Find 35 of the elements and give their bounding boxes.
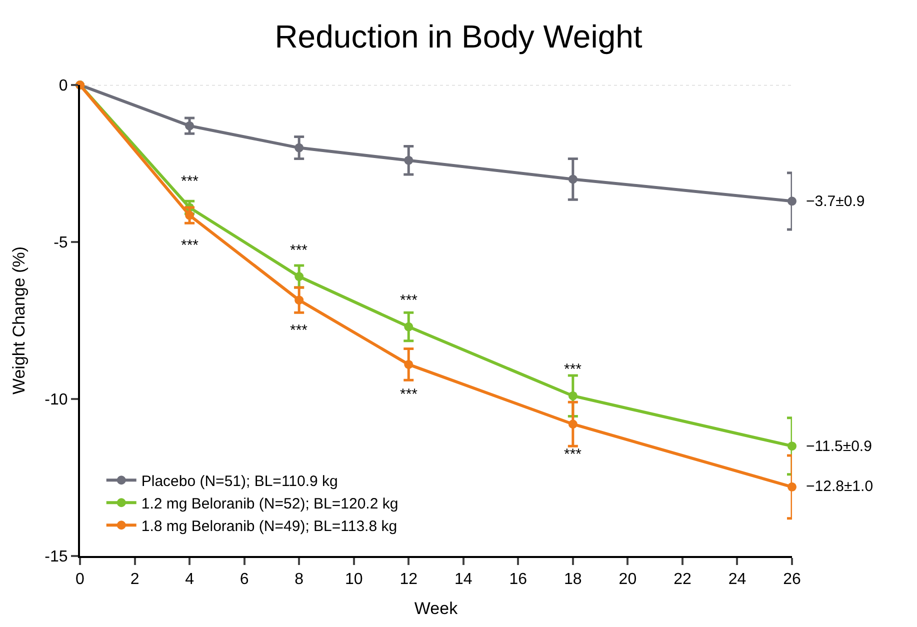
x-tick-label: 18	[564, 571, 582, 588]
x-tick-label: 20	[618, 571, 637, 588]
y-axis-title: Weight Change (%)	[10, 246, 29, 395]
annotation: ***	[290, 322, 308, 339]
legend-label: 1.2 mg Beloranib (N=52); BL=120.2 kg	[141, 495, 398, 512]
x-tick-label: 24	[728, 571, 746, 588]
annotation: ***	[564, 361, 582, 378]
x-tick-label: 4	[185, 571, 194, 588]
annotation: ***	[400, 386, 418, 403]
y-tick-label: 0	[58, 78, 68, 95]
x-tick-label: 26	[783, 571, 801, 588]
annotation: ***	[564, 446, 582, 463]
annotation: ***	[400, 292, 418, 309]
x-tick-label: 6	[240, 571, 249, 588]
legend-label: 1.8 mg Beloranib (N=49); BL=113.8 kg	[141, 518, 398, 535]
x-tick-label: 16	[509, 571, 528, 588]
annotation: −12.8±1.0	[806, 478, 874, 495]
annotation: −11.5±0.9	[806, 438, 872, 455]
y-tick-label: -5	[54, 234, 68, 252]
x-tick-label: 2	[130, 571, 140, 588]
chart-title: Reduction in Body Weight	[274, 18, 642, 54]
x-tick-label: 22	[674, 571, 692, 588]
x-tick-label: 10	[344, 571, 363, 588]
x-tick-label: 14	[454, 571, 472, 588]
x-tick-label: 12	[400, 571, 418, 588]
annotation: −3.7±0.9	[806, 193, 865, 210]
x-tick-label: 0	[76, 571, 85, 588]
annotation: ***	[181, 173, 199, 190]
x-axis-title: Week	[414, 599, 458, 618]
legend-label: Placebo (N=51); BL=110.9 kg	[141, 472, 338, 490]
x-tick-label: 8	[294, 571, 304, 588]
y-tick-label: -15	[44, 548, 68, 566]
y-tick-label: -10	[44, 392, 68, 409]
annotation: ***	[181, 237, 199, 254]
annotation: ***	[290, 242, 308, 259]
